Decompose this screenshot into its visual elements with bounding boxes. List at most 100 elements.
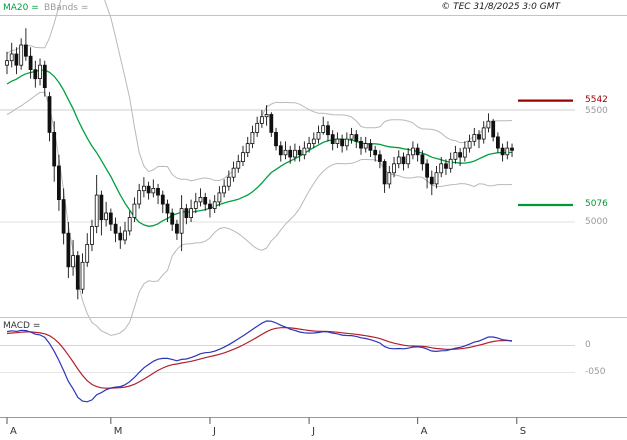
- candle: [99, 190, 104, 236]
- support-level-label: 5076: [585, 199, 608, 209]
- candle: [396, 150, 401, 169]
- candle: [90, 219, 94, 252]
- candle: [5, 51, 9, 75]
- candle: [311, 132, 316, 149]
- candle: [359, 136, 363, 155]
- candle: [458, 148, 463, 166]
- level-lines: [518, 99, 573, 207]
- x-axis-month-label: A: [10, 426, 17, 437]
- candle: [80, 253, 85, 294]
- gridline-5500-label: 5500: [585, 106, 608, 116]
- candle: [283, 141, 288, 160]
- candle: [448, 152, 453, 173]
- candle: [491, 118, 496, 142]
- candle: [335, 132, 340, 149]
- candle: [274, 127, 278, 151]
- candle: [42, 60, 47, 97]
- candle: [151, 179, 156, 198]
- candle: [354, 130, 359, 149]
- candle: [19, 38, 24, 70]
- candle: [250, 125, 255, 149]
- candle: [377, 150, 382, 169]
- candle: [510, 143, 514, 158]
- candle: [38, 58, 42, 86]
- candle: [14, 47, 19, 75]
- candle: [349, 127, 354, 144]
- candle: [368, 139, 373, 158]
- candle: [231, 161, 236, 182]
- candle: [255, 116, 260, 137]
- candle: [505, 141, 510, 160]
- candle: [127, 210, 132, 236]
- grid-layer: [0, 15, 627, 418]
- candle: [392, 157, 396, 178]
- candle: [113, 217, 118, 243]
- candle: [66, 222, 71, 278]
- candle: [9, 42, 14, 68]
- candle: [245, 136, 250, 158]
- candle: [326, 121, 330, 142]
- bollinger-bands: [6, 0, 513, 336]
- candle: [344, 132, 349, 151]
- candle: [104, 201, 108, 227]
- candle: [193, 192, 198, 214]
- copyright-text: © TEC 31/8/2025 3:0 GMT: [441, 2, 560, 12]
- candle: [302, 141, 307, 160]
- macd-minus050-label: -050: [585, 367, 606, 377]
- candle: [123, 222, 127, 245]
- candle: [33, 60, 38, 88]
- candle: [57, 154, 61, 211]
- candle: [467, 134, 472, 153]
- candle: [217, 186, 222, 207]
- candle: [94, 174, 99, 234]
- candle: [156, 183, 160, 205]
- candle: [179, 195, 184, 252]
- candle: [462, 141, 467, 162]
- ma20-line: [6, 69, 513, 227]
- candle: [85, 233, 90, 267]
- candle: [486, 113, 491, 133]
- candle: [146, 181, 151, 200]
- candle: [307, 136, 312, 153]
- x-axis-month-label: M: [114, 426, 123, 437]
- candle: [363, 136, 368, 153]
- candle: [108, 208, 113, 231]
- candle: [500, 143, 505, 162]
- candle: [28, 47, 33, 79]
- candle: [278, 141, 283, 162]
- candle: [75, 251, 80, 300]
- candle: [47, 92, 52, 142]
- candle: [382, 159, 387, 193]
- candle: [434, 166, 439, 189]
- candle: [174, 219, 179, 240]
- candle: [288, 145, 293, 164]
- candle: [212, 195, 217, 214]
- candle: [165, 199, 170, 222]
- candle: [222, 179, 227, 198]
- candle: [132, 197, 137, 222]
- candle: [373, 145, 378, 162]
- candle: [410, 141, 415, 160]
- candle: [23, 28, 28, 61]
- candle: [472, 127, 477, 146]
- candle: [477, 130, 481, 149]
- candle: [170, 208, 175, 231]
- candle: [415, 143, 420, 162]
- macd-zero-label: 0: [585, 340, 591, 350]
- candle: [297, 145, 302, 162]
- candle: [198, 188, 203, 207]
- candle: [189, 199, 194, 222]
- gridline-5000-label: 5000: [585, 217, 608, 227]
- macd-layer: [6, 320, 513, 403]
- candle: [340, 134, 345, 153]
- bbands-legend-label: BBands =: [44, 3, 89, 13]
- candle: [208, 199, 212, 218]
- candle: [481, 121, 486, 144]
- candle: [203, 192, 208, 211]
- x-axis-month-label: J: [212, 426, 216, 437]
- x-axis-month-label: J: [311, 426, 315, 437]
- candle: [495, 132, 500, 153]
- candle: [425, 159, 430, 189]
